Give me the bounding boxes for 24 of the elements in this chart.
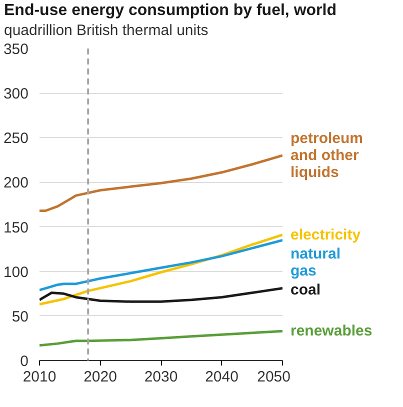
y-tick-label: 150 [3, 219, 29, 236]
x-tick-label: 2040 [205, 368, 238, 386]
x-tick-label: 2010 [22, 368, 56, 386]
series-label: renewables [290, 322, 372, 340]
y-tick-label: 100 [3, 264, 29, 281]
x-tick-label: 2020 [84, 368, 117, 386]
series-label: petroleum and other liquids [290, 130, 364, 181]
x-tick-label: 2050 [257, 368, 291, 386]
chart-subtitle: quadrillion British thermal units [4, 21, 208, 41]
line-series [40, 287, 282, 303]
y-tick-label: 0 [20, 353, 28, 370]
line-series [40, 238, 282, 292]
y-tick-label: 350 [3, 41, 29, 58]
line-series [40, 154, 282, 212]
series-label: coal [290, 281, 321, 298]
series-label: natural gas [290, 245, 341, 280]
line-series [40, 330, 282, 347]
y-tick-label: 50 [12, 308, 29, 326]
y-tick-label: 200 [3, 174, 29, 192]
x-tick-label: 2030 [144, 368, 178, 386]
series-label: electricity [290, 226, 362, 244]
y-tick-label: 300 [3, 86, 29, 103]
y-tick-label: 250 [3, 130, 29, 148]
chart-title: End-use energy consumption by fuel, world [4, 1, 336, 21]
